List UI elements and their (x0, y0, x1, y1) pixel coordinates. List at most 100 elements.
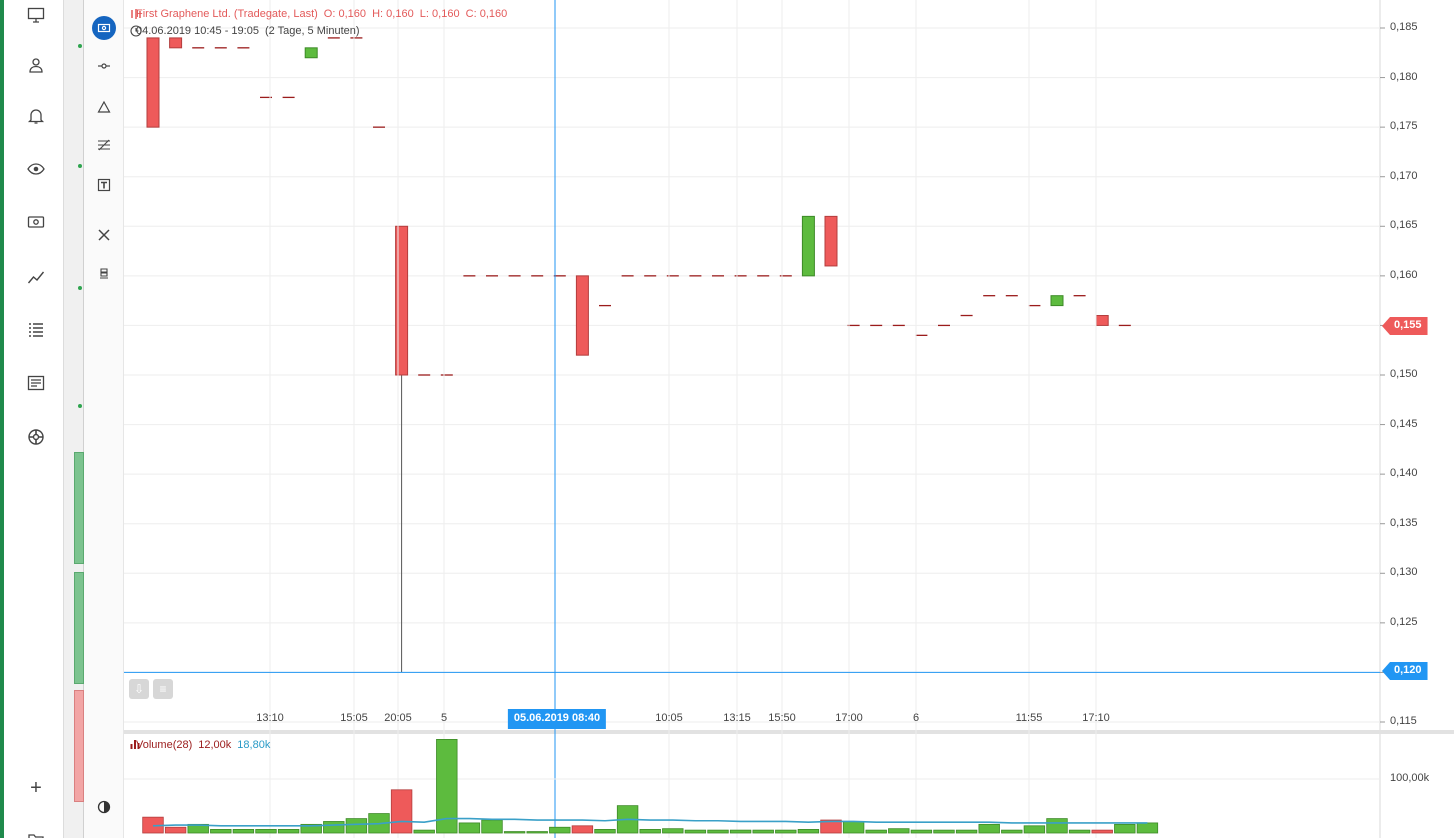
date-range: 04.06.2019 10:45 - 19:05 (136, 25, 259, 37)
status-dot (78, 164, 82, 168)
candle-down (169, 37, 183, 49)
volume-bar (323, 821, 345, 834)
volume-bar (164, 826, 187, 834)
y-tick-label: 0,135 (1390, 516, 1418, 529)
x-tick-label: 13:15 (723, 712, 751, 724)
crosshair-time-label: 05.06.2019 08:40 (507, 709, 607, 729)
volume-bar (888, 828, 910, 834)
volume-tick-label: 100,00k (1390, 772, 1430, 784)
tool-chart-type[interactable] (84, 15, 124, 41)
volume-bar (639, 829, 661, 834)
volume-bar (662, 828, 684, 834)
panel-tile[interactable] (74, 452, 84, 564)
volume-bar (707, 829, 729, 834)
x-tick-label: 17:00 (835, 712, 863, 724)
wrench-cross-icon[interactable] (84, 222, 124, 248)
chart-area[interactable]: First Graphene Ltd. (Tradegate, Last) O:… (124, 0, 1454, 838)
x-tick-label: 13:10 (256, 712, 284, 724)
y-tick-label: 0,165 (1390, 219, 1418, 232)
trend-line-icon[interactable] (4, 262, 68, 292)
drawing-toolbar (84, 0, 124, 838)
volume-bar (526, 831, 548, 834)
volume-bar (1136, 822, 1159, 834)
candle-down (1095, 315, 1109, 326)
volume-bar (910, 829, 933, 834)
status-dot (78, 404, 82, 408)
chart-range: 04.06.2019 10:45 - 19:05 (2 Tage, 5 Minu… (130, 25, 360, 37)
status-dot (78, 286, 82, 290)
newspaper-icon[interactable] (4, 368, 68, 398)
candle-up (304, 47, 318, 59)
panel-tile[interactable] (74, 690, 84, 802)
text-icon[interactable] (84, 172, 124, 198)
volume-bar (594, 829, 616, 834)
volume-value-1: 12,00k (198, 739, 232, 751)
add-button[interactable]: + (30, 776, 42, 799)
volume-bar (797, 829, 820, 834)
volume-bar (549, 826, 571, 834)
monitor-icon[interactable] (4, 0, 68, 30)
volume-bar (933, 829, 955, 834)
banknote-icon[interactable] (4, 207, 68, 237)
candle-down (824, 215, 838, 267)
volume-bar (1046, 818, 1068, 834)
volume-bar (752, 829, 774, 834)
panel-tile[interactable] (74, 572, 84, 684)
volume-bar (820, 819, 842, 834)
contrast-icon[interactable] (84, 794, 124, 820)
y-tick-label: 0,130 (1390, 566, 1418, 579)
volume-bar (978, 823, 1000, 834)
volume-bar (775, 829, 797, 834)
volume-label: Volume(28) (136, 739, 193, 751)
volume-ma-line (152, 817, 1148, 827)
bell-icon[interactable] (4, 101, 68, 131)
x-tick-label: 15:05 (340, 712, 368, 724)
volume-bar (729, 829, 752, 834)
volume-bar (842, 821, 865, 834)
y-tick-label: 0,125 (1390, 615, 1418, 628)
volume-bar (255, 829, 277, 834)
volume-bar (413, 829, 435, 834)
volume-legend: Volume(28) 12,00k 18,80k (130, 739, 270, 751)
volume-bar (865, 829, 887, 834)
volume-bar (503, 831, 526, 834)
y-tick-label: 0,145 (1390, 417, 1418, 430)
volume-bar (1114, 823, 1136, 834)
volume-bar (571, 825, 594, 834)
volume-bar (277, 829, 300, 834)
volume-bar (210, 829, 232, 834)
instrument-name: First Graphene Ltd. (Tradegate, Last) (136, 8, 318, 20)
fibonacci-icon[interactable] (84, 132, 124, 158)
chart-legend: First Graphene Ltd. (Tradegate, Last) O:… (130, 8, 507, 20)
folder-icon[interactable] (4, 824, 68, 838)
candle-up (1050, 295, 1064, 307)
candle-down (575, 275, 589, 356)
x-tick-label: 15:50 (768, 712, 796, 724)
eye-icon[interactable] (4, 154, 68, 184)
volume-bar (481, 819, 503, 834)
volume-bar (955, 829, 978, 834)
left-nav: + (0, 0, 64, 838)
candle-down (146, 37, 160, 128)
banknote-icon (92, 16, 116, 40)
y-tick-label: 0,170 (1390, 169, 1418, 182)
volume-bar (436, 739, 458, 834)
y-tick-label: 0,180 (1390, 70, 1418, 83)
line-node-icon[interactable] (84, 53, 124, 79)
volume-bar (300, 823, 322, 834)
user-icon[interactable] (4, 50, 68, 80)
triangle-icon[interactable] (84, 94, 124, 120)
x-tick-label: 10:05 (655, 712, 683, 724)
y-tick-label: 0,115 (1390, 715, 1417, 727)
layers-icon[interactable] (84, 261, 124, 287)
volume-bar (1068, 829, 1091, 834)
download-icon[interactable]: ⇩ (129, 679, 149, 699)
crosshair-price-tag: 0,120 (1382, 662, 1428, 680)
list-icon[interactable] (4, 315, 68, 345)
x-tick-label: 20:05 (384, 712, 412, 724)
volume-bar (390, 789, 413, 834)
support-icon[interactable] (4, 422, 68, 452)
menu-icon[interactable]: ≡ (153, 679, 173, 699)
x-tick-label: 11:55 (1015, 712, 1043, 724)
price-chart[interactable] (124, 0, 1454, 838)
